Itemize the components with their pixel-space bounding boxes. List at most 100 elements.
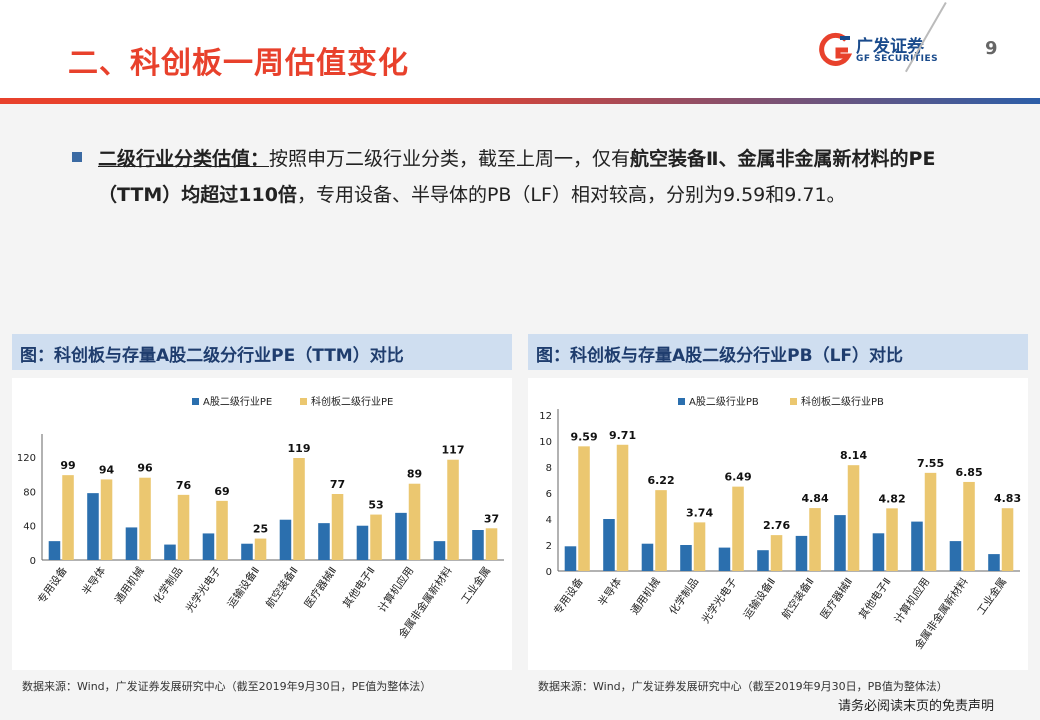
bar	[757, 550, 769, 571]
y-tick-label: 0	[546, 567, 552, 578]
data-label: 4.83	[994, 492, 1021, 505]
x-tick-label: 航空装备Ⅱ	[779, 575, 817, 621]
data-label: 99	[60, 459, 75, 472]
bar	[62, 475, 74, 560]
x-tick-label: 航空装备Ⅱ	[263, 564, 301, 610]
bar	[254, 538, 267, 560]
bar	[202, 533, 215, 560]
legend-label: A股二级行业PB	[689, 395, 759, 408]
bar	[834, 515, 846, 571]
bar	[693, 522, 706, 571]
x-tick-label: 医疗器械Ⅱ	[818, 575, 856, 621]
legend-label: A股二级行业PE	[203, 395, 272, 408]
y-tick-label: 8	[546, 463, 552, 474]
bullet-icon	[72, 152, 82, 162]
bar	[1001, 508, 1014, 571]
bar	[216, 500, 228, 560]
paragraph-highlight: 航空装备Ⅱ、金属非金属新材料的PE（TTM）均超过110倍	[98, 148, 936, 206]
bar	[485, 528, 498, 560]
bar	[408, 483, 421, 560]
paragraph-lead: 二级行业分类估值：	[98, 148, 270, 170]
x-tick-label: 计算机应用	[375, 564, 416, 614]
page-number: 9	[985, 38, 998, 59]
pb-source: 数据来源：Wind，广发证券发展研究中心（截至2019年9月30日，PB值为整体…	[538, 680, 948, 693]
data-label: 76	[176, 479, 192, 492]
x-tick-label: 工业金属	[458, 564, 493, 606]
x-tick-label: 化学制品	[150, 564, 185, 606]
x-tick-label: 光学光电子	[699, 575, 740, 625]
bar	[370, 514, 382, 560]
x-tick-label: 通用机械	[112, 564, 147, 606]
bar	[795, 535, 808, 571]
bar	[472, 530, 484, 560]
data-label: 6.49	[724, 471, 751, 484]
y-tick-label: 120	[17, 453, 36, 464]
bar	[139, 477, 151, 560]
bar	[125, 527, 138, 560]
data-label: 9.59	[570, 430, 597, 443]
x-tick-label: 半导体	[595, 575, 624, 609]
bar	[331, 494, 344, 560]
data-label: 37	[484, 512, 499, 525]
pe-panel-title: 图：科创板与存量A股二级分行业PE（TTM）对比	[20, 346, 404, 366]
bar	[809, 508, 821, 571]
x-tick-label: 运输设备Ⅱ	[225, 564, 263, 610]
data-label: 4.84	[801, 492, 828, 505]
y-tick-label: 0	[30, 556, 36, 567]
bar	[447, 459, 459, 560]
paragraph-text-1: 按照申万二级行业分类，截至上周一，仅有	[269, 148, 631, 170]
data-label: 96	[137, 462, 153, 475]
x-tick-label: 专用设备	[35, 564, 70, 606]
bar	[988, 554, 1000, 571]
pe-panel-header: 图：科创板与存量A股二级分行业PE（TTM）对比	[12, 334, 512, 370]
x-tick-label: 化学制品	[666, 575, 701, 617]
logo-text-cn: 广发证券	[856, 37, 924, 57]
data-label: 53	[368, 499, 383, 512]
bar	[603, 519, 615, 571]
pb-panel-title: 图：科创板与存量A股二级分行业PB（LF）对比	[536, 346, 904, 366]
x-tick-label: 通用机械	[628, 575, 663, 617]
pb-panel-header: 图：科创板与存量A股二级分行业PB（LF）对比	[528, 334, 1028, 370]
header-color-bar	[0, 98, 1040, 104]
data-label: 9.71	[609, 429, 636, 442]
bar	[911, 521, 923, 571]
data-label: 89	[407, 468, 422, 481]
data-label: 2.76	[763, 519, 790, 532]
bar	[886, 508, 898, 571]
bar	[655, 490, 667, 571]
y-tick-label: 40	[23, 522, 36, 533]
bar	[732, 486, 744, 571]
disclaimer-text: 请务必阅读末页的免责声明	[838, 699, 995, 714]
data-label: 119	[288, 442, 311, 455]
y-tick-label: 4	[546, 515, 552, 526]
summary-paragraph: 二级行业分类估值：按照申万二级行业分类，截至上周一，仅有航空装备Ⅱ、金属非金属新…	[98, 141, 968, 213]
y-tick-label: 10	[539, 437, 552, 448]
legend-label: 科创板二级行业PE	[311, 395, 393, 408]
data-label: 117	[442, 444, 465, 457]
data-label: 7.55	[917, 457, 944, 470]
x-tick-label: 专用设备	[551, 575, 586, 617]
bar	[578, 446, 590, 571]
bar	[279, 519, 292, 560]
x-tick-label: 其他电子Ⅱ	[856, 575, 894, 621]
logo-icon	[819, 32, 852, 66]
pe-chart: A股二级行业PE 科创板二级行业PE 0 40 80 120 99 专用设备 94 半导体 96 通用…	[12, 378, 512, 670]
logo-text-en: GF SECURITIES	[856, 54, 939, 64]
bar	[293, 458, 305, 560]
data-label: 4.82	[878, 492, 905, 505]
bar	[241, 543, 253, 560]
legend-swatch	[300, 398, 307, 405]
legend-swatch	[678, 398, 685, 405]
pe-source: 数据来源：Wind，广发证券发展研究中心（截至2019年9月30日，PE值为整体…	[22, 680, 432, 693]
bar	[616, 444, 629, 571]
bar	[433, 541, 446, 560]
bar	[949, 541, 962, 571]
data-label: 77	[330, 478, 345, 491]
data-label: 3.74	[686, 506, 713, 519]
data-label: 25	[253, 523, 268, 536]
bar	[924, 472, 937, 571]
x-tick-label: 运输设备Ⅱ	[741, 575, 779, 621]
y-tick-label: 6	[546, 489, 552, 500]
bar	[641, 543, 654, 571]
data-label: 69	[214, 485, 229, 498]
